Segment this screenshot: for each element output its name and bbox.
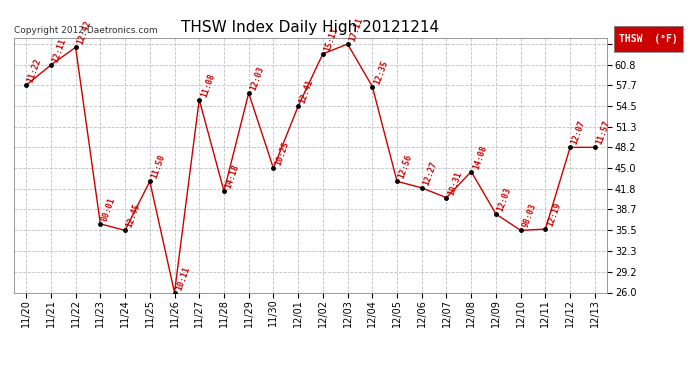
Text: 17:11: 17:11 xyxy=(348,16,364,43)
Text: 10:11: 10:11 xyxy=(175,265,192,291)
Text: 12:56: 12:56 xyxy=(397,153,414,180)
Text: 12:27: 12:27 xyxy=(422,160,439,187)
Text: 12:03: 12:03 xyxy=(248,65,266,92)
Text: 12:35: 12:35 xyxy=(373,58,389,85)
Text: 10:31: 10:31 xyxy=(446,170,464,196)
Text: 12:11: 12:11 xyxy=(51,37,68,64)
Text: THSW  (°F): THSW (°F) xyxy=(619,34,678,44)
Text: 98:03: 98:03 xyxy=(521,202,538,229)
Text: 11:22: 11:22 xyxy=(26,57,43,84)
Text: 12:07: 12:07 xyxy=(570,120,587,146)
Text: 10:25: 10:25 xyxy=(273,140,290,167)
Text: 11:57: 11:57 xyxy=(595,120,612,146)
Title: THSW Index Daily High 20121214: THSW Index Daily High 20121214 xyxy=(181,20,440,35)
Text: Copyright 2012 Daetronics.com: Copyright 2012 Daetronics.com xyxy=(14,26,157,35)
Text: 11:08: 11:08 xyxy=(199,72,216,98)
Text: 15:11: 15:11 xyxy=(323,26,340,53)
Text: 14:18: 14:18 xyxy=(224,163,241,190)
Text: 11:50: 11:50 xyxy=(150,153,167,180)
Text: 12:42: 12:42 xyxy=(76,20,92,46)
Text: 12:03: 12:03 xyxy=(496,186,513,213)
Text: 12:45: 12:45 xyxy=(125,202,142,229)
Text: 12:41: 12:41 xyxy=(298,78,315,105)
Text: 00:01: 00:01 xyxy=(100,196,117,222)
Text: 14:08: 14:08 xyxy=(471,144,489,170)
Text: 12:19: 12:19 xyxy=(545,201,562,228)
